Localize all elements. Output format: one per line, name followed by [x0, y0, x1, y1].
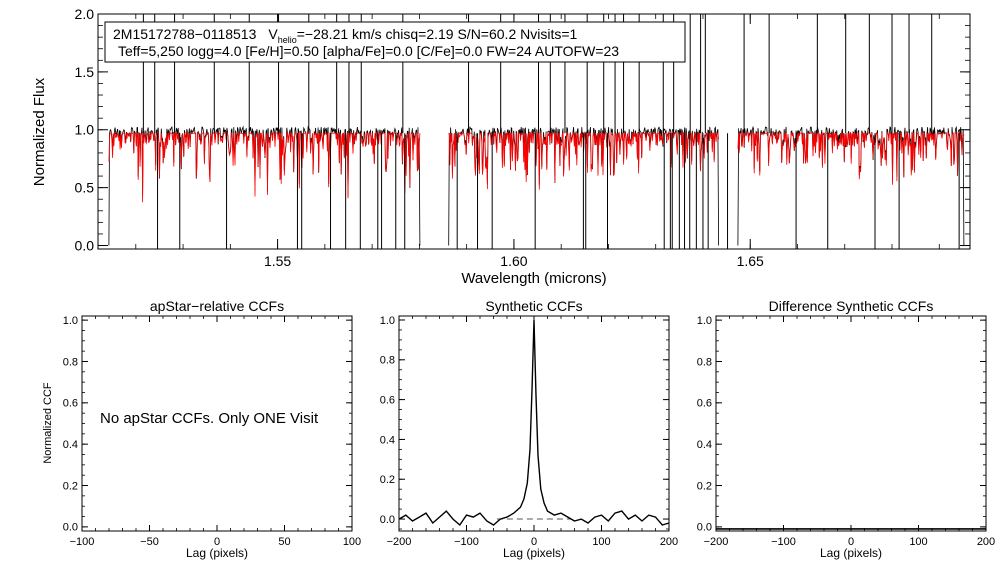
x-tick-label: 0: [214, 536, 220, 548]
y-tick-label: 1.0: [63, 315, 78, 327]
y-tick-label: 0.2: [697, 480, 712, 492]
apstar-x-axis-label: Lag (pixels): [186, 546, 248, 560]
difference-plot-frame: [715, 315, 987, 532]
x-tick-label: 100: [592, 536, 610, 548]
x-tick-label: 200: [660, 536, 678, 548]
synthetic-ccf-title: Synthetic CCFs: [485, 298, 582, 314]
difference-ccf-title: Difference Synthetic CCFs: [769, 298, 934, 314]
apstar-ticks: −100 −50 0 50 100 0.0 0.2 0.4 0.6 0.8 1.0: [63, 315, 361, 548]
y-tick-label: 0.5: [75, 180, 95, 196]
y-tick-label: 0.6: [380, 394, 395, 406]
y-tick-label: 0.8: [380, 355, 395, 367]
x-tick-label: −200: [704, 536, 729, 548]
apstar-y-axis-label: Normalized CCF: [42, 382, 54, 464]
x-tick-label: 1.60: [500, 253, 527, 269]
apstar-ccf-panel: apStar−relative CCFs −100 −50 0 50 100 0.0 0.2…: [42, 298, 361, 560]
x-tick-label: 100: [909, 536, 927, 548]
x-tick-label: −100: [454, 536, 479, 548]
y-tick-label: 0.8: [697, 356, 712, 368]
y-tick-label: 0.4: [697, 439, 712, 451]
y-tick-label: 2.0: [75, 6, 95, 22]
x-tick-label: 0: [531, 536, 537, 548]
y-tick-label: 1.0: [697, 315, 712, 327]
synthetic-ticks: −200 −100 0 100 200 0.0 0.2 0.4 0.6 0.8 1.0: [380, 315, 678, 548]
annotation-frame: [104, 21, 686, 63]
spectrum-ticks: 1.55 1.60 1.65 0.0 0.5 1.0 1.5 2.0: [75, 6, 970, 269]
y-tick-label: 0.0: [380, 514, 395, 526]
synthetic-x-axis-label: Lag (pixels): [503, 546, 565, 560]
y-tick-label: 0.4: [380, 434, 395, 446]
apstar-no-data-message: No apStar CCFs. Only ONE Visit: [100, 410, 319, 427]
annotation-velocity-label: V: [268, 26, 278, 42]
x-tick-label: −200: [387, 536, 412, 548]
spectrum-annotation-box: 2M15172788−0118513 Vhelio=−28.21 km/s chi…: [104, 21, 686, 63]
y-tick-label: 0.0: [75, 237, 95, 253]
apstar-ccf-title: apStar−relative CCFs: [150, 298, 284, 314]
synthetic-ccf-traces: [398, 319, 670, 527]
y-tick-label: 0.2: [380, 474, 395, 486]
x-tick-label: 200: [977, 536, 995, 548]
difference-ticks: −200 −100 0 100 200 0.0 0.2 0.4 0.6 0.8 1.0: [697, 315, 995, 548]
annotation-line-2: Teff=5,250 logg=4.0 [Fe/H]=0.50 [alpha/F…: [118, 43, 619, 59]
x-tick-label: 50: [278, 536, 290, 548]
y-tick-label: 0.2: [63, 480, 78, 492]
synthetic-plot-frame: [398, 315, 670, 532]
y-tick-label: 0.8: [63, 356, 78, 368]
annotation-velocity-subscript: helio: [278, 35, 297, 45]
x-tick-label: 1.55: [264, 253, 291, 269]
y-tick-label: 1.5: [75, 64, 95, 80]
difference-x-axis-label: Lag (pixels): [820, 546, 882, 560]
x-tick-label: 0: [848, 536, 854, 548]
synthetic-ccf-panel: Synthetic CCFs −200 −100 0 100 200 0.0 0.2 0.4 0…: [380, 298, 678, 560]
spectrum-x-axis-label: Wavelength (microns): [461, 270, 606, 287]
difference-ccf-panel: Difference Synthetic CCFs −200 −100 0 100 20…: [697, 298, 995, 560]
y-tick-label: 1.0: [380, 315, 395, 327]
spectrum-panel: 1.55 1.60 1.65 0.0 0.5 1.0 1.5 2.0 2M15172788−0…: [31, 6, 971, 287]
x-tick-label: −50: [140, 536, 159, 548]
annotation-star-id: 2M15172788−0118513: [113, 26, 257, 42]
y-tick-label: 0.0: [697, 522, 712, 534]
annotation-line-1-values: =−28.21 km/s chisq=2.19 S/N=60.2 Nvisits…: [297, 26, 578, 42]
model-spectrum-line: [737, 131, 965, 185]
y-tick-label: 0.4: [63, 439, 78, 451]
y-tick-label: 0.6: [63, 398, 78, 410]
annotation-line-1: 2M15172788−0118513 Vhelio=−28.21 km/s chi…: [113, 26, 578, 45]
x-tick-label: −100: [771, 536, 796, 548]
synthetic-ccf-line: [398, 319, 670, 527]
model-spectrum-line: [108, 132, 421, 203]
spectrum-y-axis-label: Normalized Flux: [31, 77, 48, 186]
x-tick-label: 100: [343, 536, 361, 548]
y-tick-label: 1.0: [75, 122, 95, 138]
x-tick-label: 1.65: [737, 253, 764, 269]
x-tick-label: −100: [70, 536, 95, 548]
spectrum-plot-frame: [97, 13, 971, 250]
y-tick-label: 0.6: [697, 398, 712, 410]
y-tick-label: 0.0: [63, 522, 78, 534]
